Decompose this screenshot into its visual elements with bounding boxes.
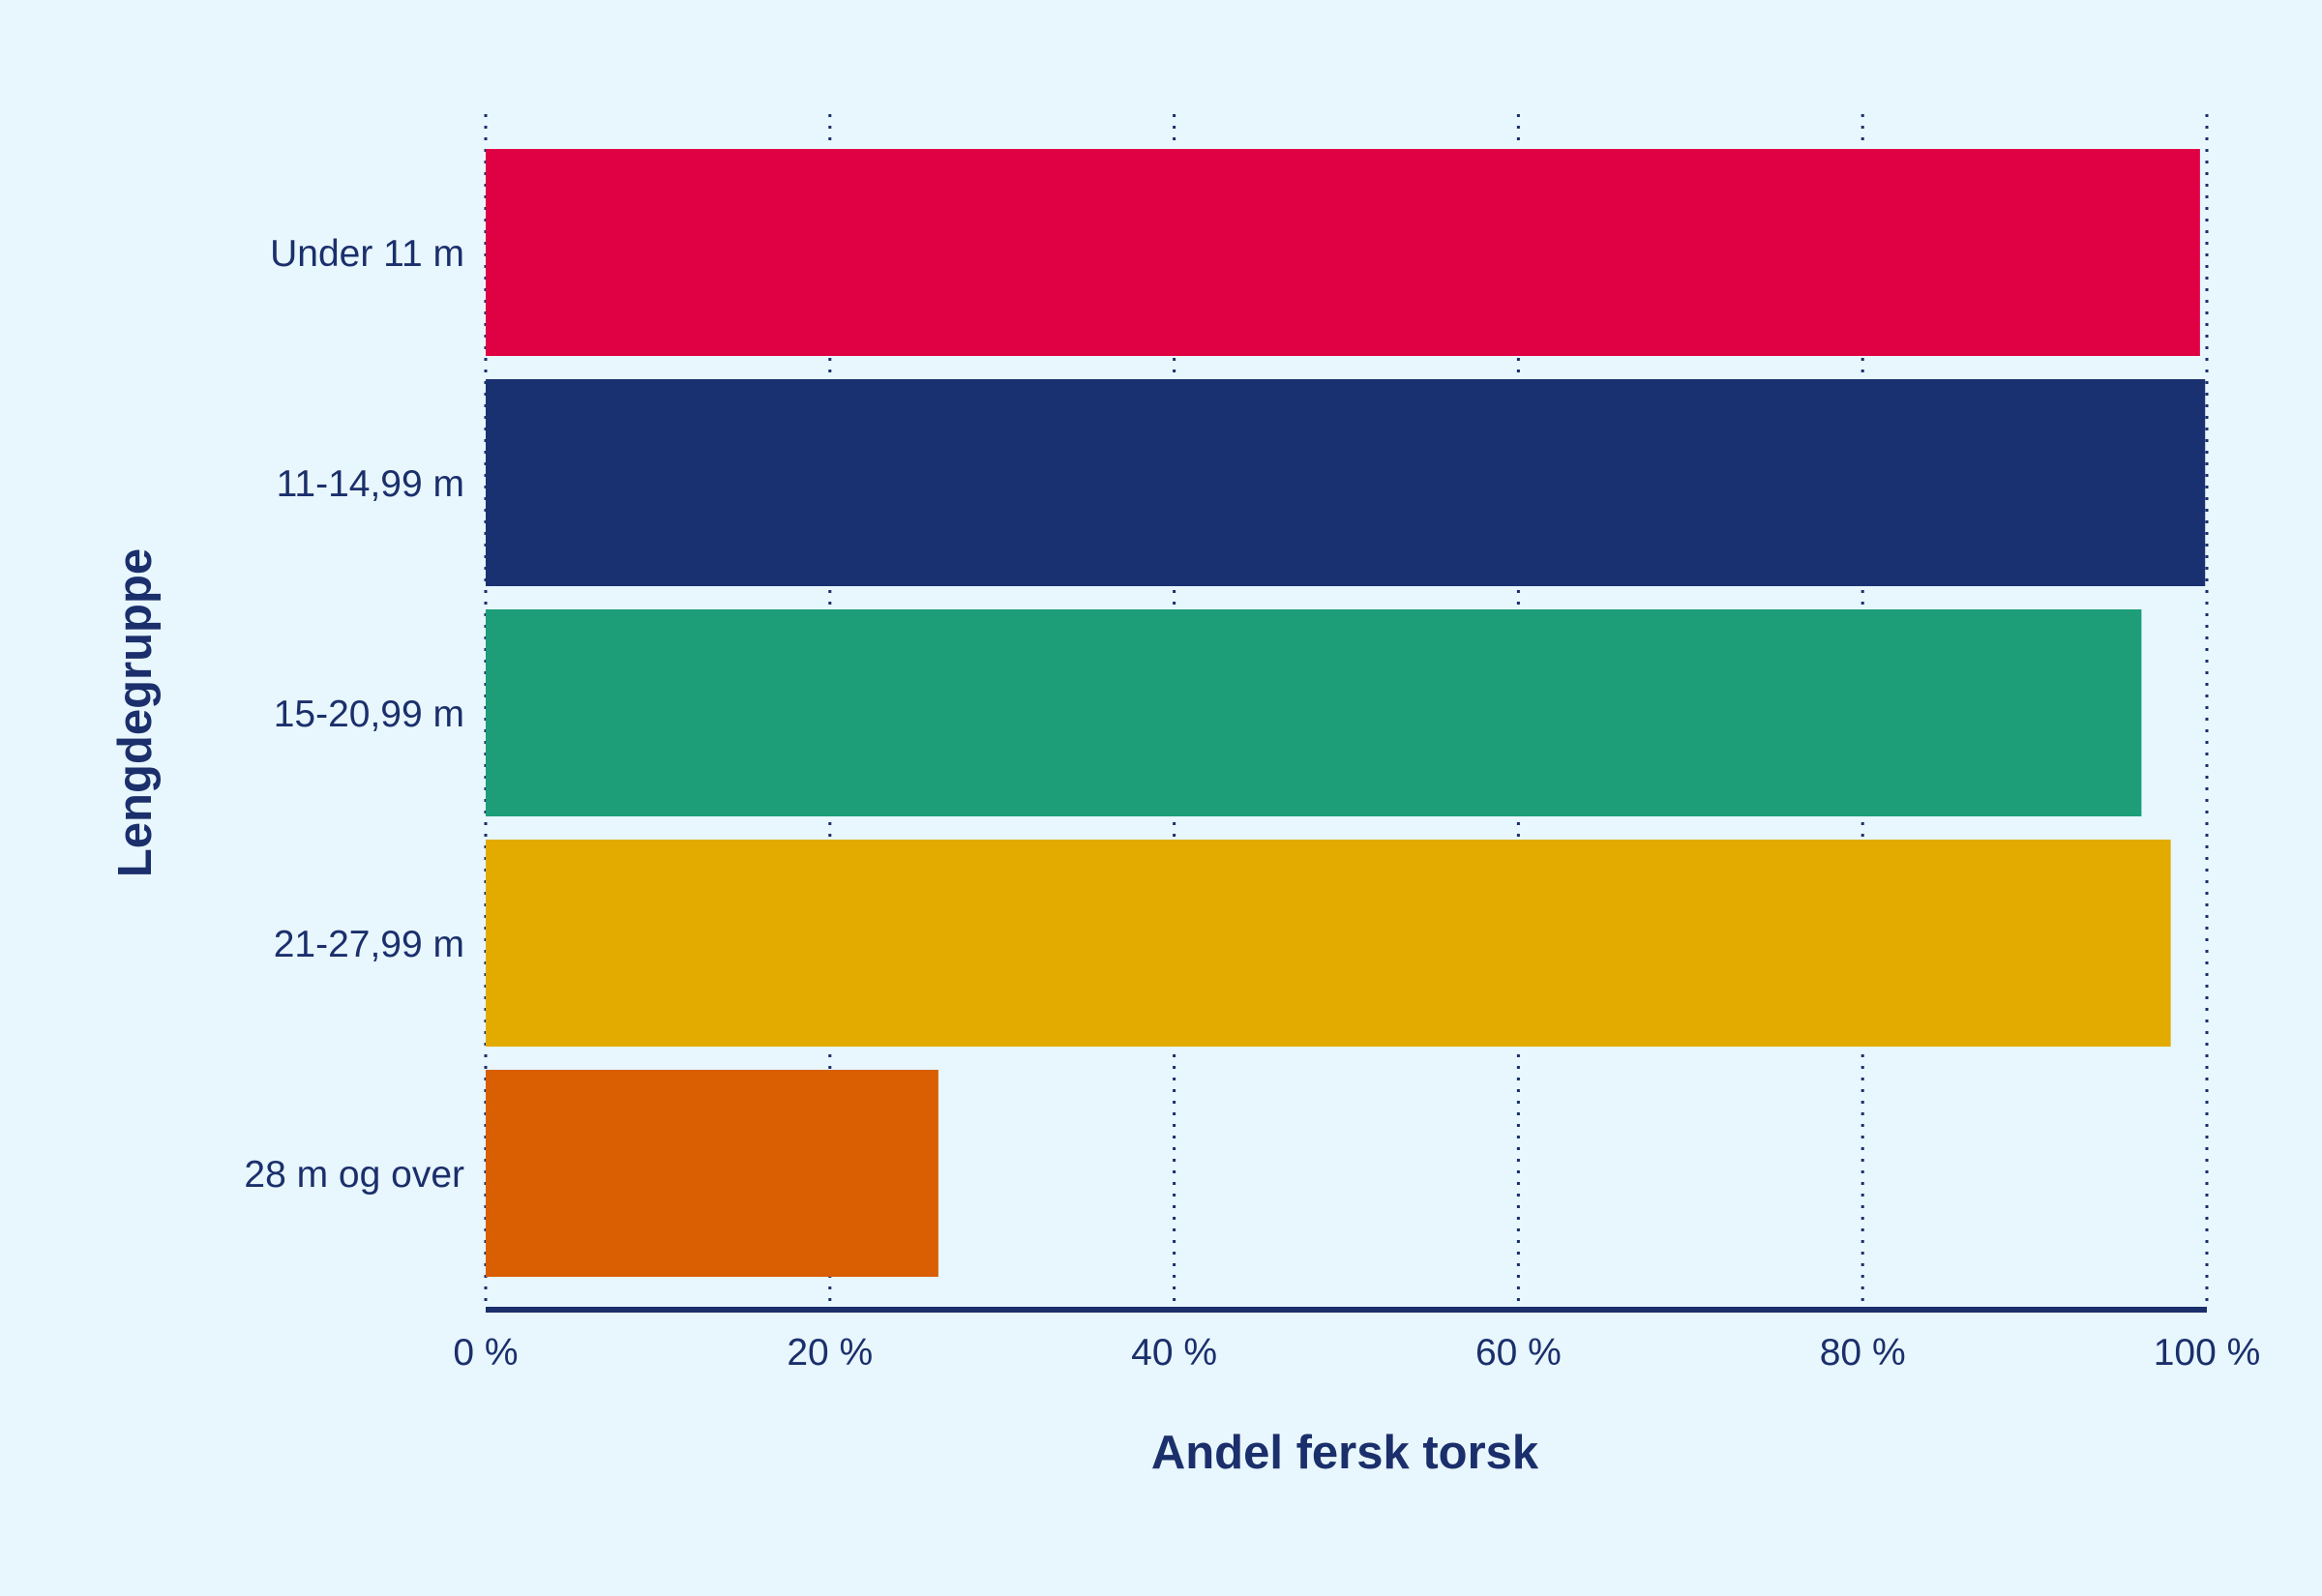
bar: [486, 379, 2206, 586]
x-tick-label: 40 %: [1131, 1332, 1217, 1374]
y-tick-label: 21-27,99 m: [274, 924, 464, 965]
y-tick-label: Under 11 m: [270, 233, 464, 275]
x-tick-label: 80 %: [1820, 1332, 1906, 1374]
bar: [486, 1070, 938, 1277]
x-tick-label: 20 %: [787, 1332, 873, 1374]
bars: [486, 149, 2206, 1277]
x-tick-label: 100 %: [2154, 1332, 2261, 1374]
x-axis-title: Andel fersk torsk: [1151, 1427, 1539, 1479]
y-tick-labels: Under 11 m 11-14,99 m 15-20,99 m 21-27,99 m…: [244, 233, 464, 1196]
bar: [486, 609, 2142, 816]
y-axis-title: Lengdegruppe: [109, 548, 162, 877]
y-tick-label: 11-14,99 m: [277, 463, 464, 505]
x-tick-label: 60 %: [1475, 1332, 1562, 1374]
bar: [486, 840, 2171, 1047]
x-tick-label: 0 %: [453, 1332, 518, 1374]
y-tick-label: 15-20,99 m: [274, 694, 464, 735]
x-tick-labels: 0 % 20 % 40 % 60 % 80 % 100 %: [453, 1332, 2260, 1374]
bar: [486, 149, 2200, 356]
y-tick-label: 28 m og over: [244, 1154, 464, 1196]
